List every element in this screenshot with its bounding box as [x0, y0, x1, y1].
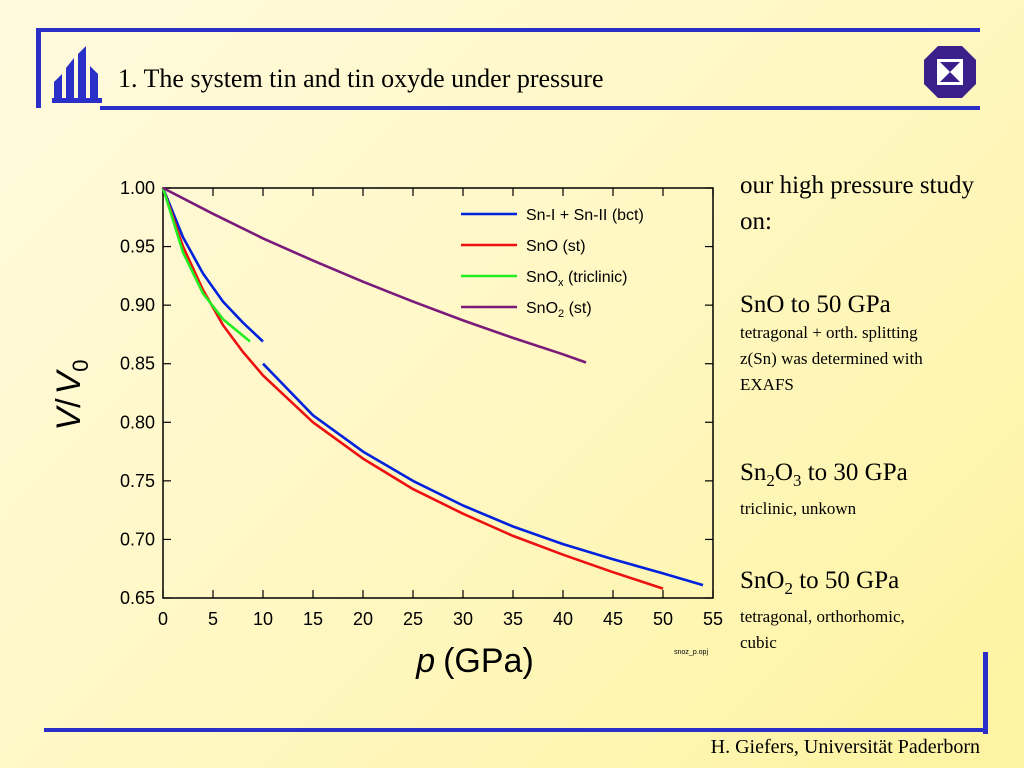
y-tick-label: 0.80 — [120, 412, 155, 432]
x-tick-label: 45 — [603, 609, 623, 629]
sidebar-block-line: tetragonal, orthorhomic, — [740, 607, 905, 626]
y-axis-label: V/V0 — [50, 359, 93, 430]
x-tick-label: 15 — [303, 609, 323, 629]
x-tick-label: 35 — [503, 609, 523, 629]
x-tick-label: 20 — [353, 609, 373, 629]
x-tick-label: 50 — [653, 609, 673, 629]
frame-top-bar — [36, 28, 980, 32]
series-line-3 — [161, 187, 251, 343]
sidebar-block-line: triclinic, unkown — [740, 499, 857, 518]
sidebar-block-heading: SnO2 to 50 GPa — [740, 567, 900, 598]
y-tick-label: 0.70 — [120, 529, 155, 549]
page-title: 1. The system tin and tin oxyde under pr… — [118, 64, 604, 93]
x-tick-label: 30 — [453, 609, 473, 629]
series-line-1 — [161, 187, 264, 343]
x-tick-label: 25 — [403, 609, 423, 629]
sidebar-block-heading: SnO to 50 GPa — [740, 291, 891, 318]
file-label: snoz_p.opj — [674, 649, 708, 656]
frame-left-bar — [36, 30, 41, 108]
plot-frame — [162, 187, 714, 599]
sidebar-block-line: cubic — [740, 633, 777, 652]
legend-label-2: SnO (st) — [526, 238, 586, 255]
footer-credit: H. Giefers, Universität Paderborn — [710, 736, 980, 758]
sidebar-block-line: z(Sn) was determined with — [740, 349, 923, 368]
y-tick-label: 0.95 — [120, 237, 155, 257]
x-tick-label: 5 — [208, 609, 218, 629]
frame-bottom-bar — [44, 728, 988, 732]
sidebar-block-sn2o3: Sn2O3 to 30 GPa triclinic, unkown — [740, 458, 1010, 522]
frame-right-bar — [983, 652, 988, 734]
x-tick-label: 0 — [158, 609, 168, 629]
legend: Sn-I + Sn-II (bct) SnO (st) SnOx (tricli… — [461, 207, 644, 320]
series-line-4 — [162, 186, 587, 364]
x-tick-label: 55 — [703, 609, 723, 629]
series-line-1 — [262, 362, 704, 587]
university-logo-icon — [52, 44, 102, 104]
legend-label-4: SnO2 (st) — [526, 300, 592, 320]
frame-rule — [100, 106, 980, 110]
sidebar-block-sno2: SnO2 to 50 GPa tetragonal, orthorhomic, … — [740, 566, 1010, 656]
y-tick-label: 1.00 — [120, 178, 155, 198]
sidebar-block-heading: Sn2O3 to 30 GPa — [740, 459, 908, 490]
y-tick-label: 0.75 — [120, 471, 155, 491]
institute-emblem-icon — [922, 44, 978, 100]
sidebar-block-line: tetragonal + orth. splitting — [740, 323, 918, 342]
sidebar-intro: our high pressure study on: — [740, 172, 974, 235]
sidebar-block-line: EXAFS — [740, 375, 794, 394]
y-tick-label: 0.90 — [120, 295, 155, 315]
y-tick-label: 0.85 — [120, 354, 155, 374]
series-line-2 — [161, 187, 664, 590]
legend-label-3: SnOx (triclinic) — [526, 269, 628, 289]
sidebar-block-sno: SnO to 50 GPa tetragonal + orth. splitti… — [740, 290, 1010, 398]
x-tick-label: 40 — [553, 609, 573, 629]
x-tick-label: 10 — [253, 609, 273, 629]
x-axis-label: p (GPa) — [415, 642, 534, 680]
legend-label-1: Sn-I + Sn-II (bct) — [526, 207, 644, 224]
y-tick-label: 0.65 — [120, 588, 155, 608]
